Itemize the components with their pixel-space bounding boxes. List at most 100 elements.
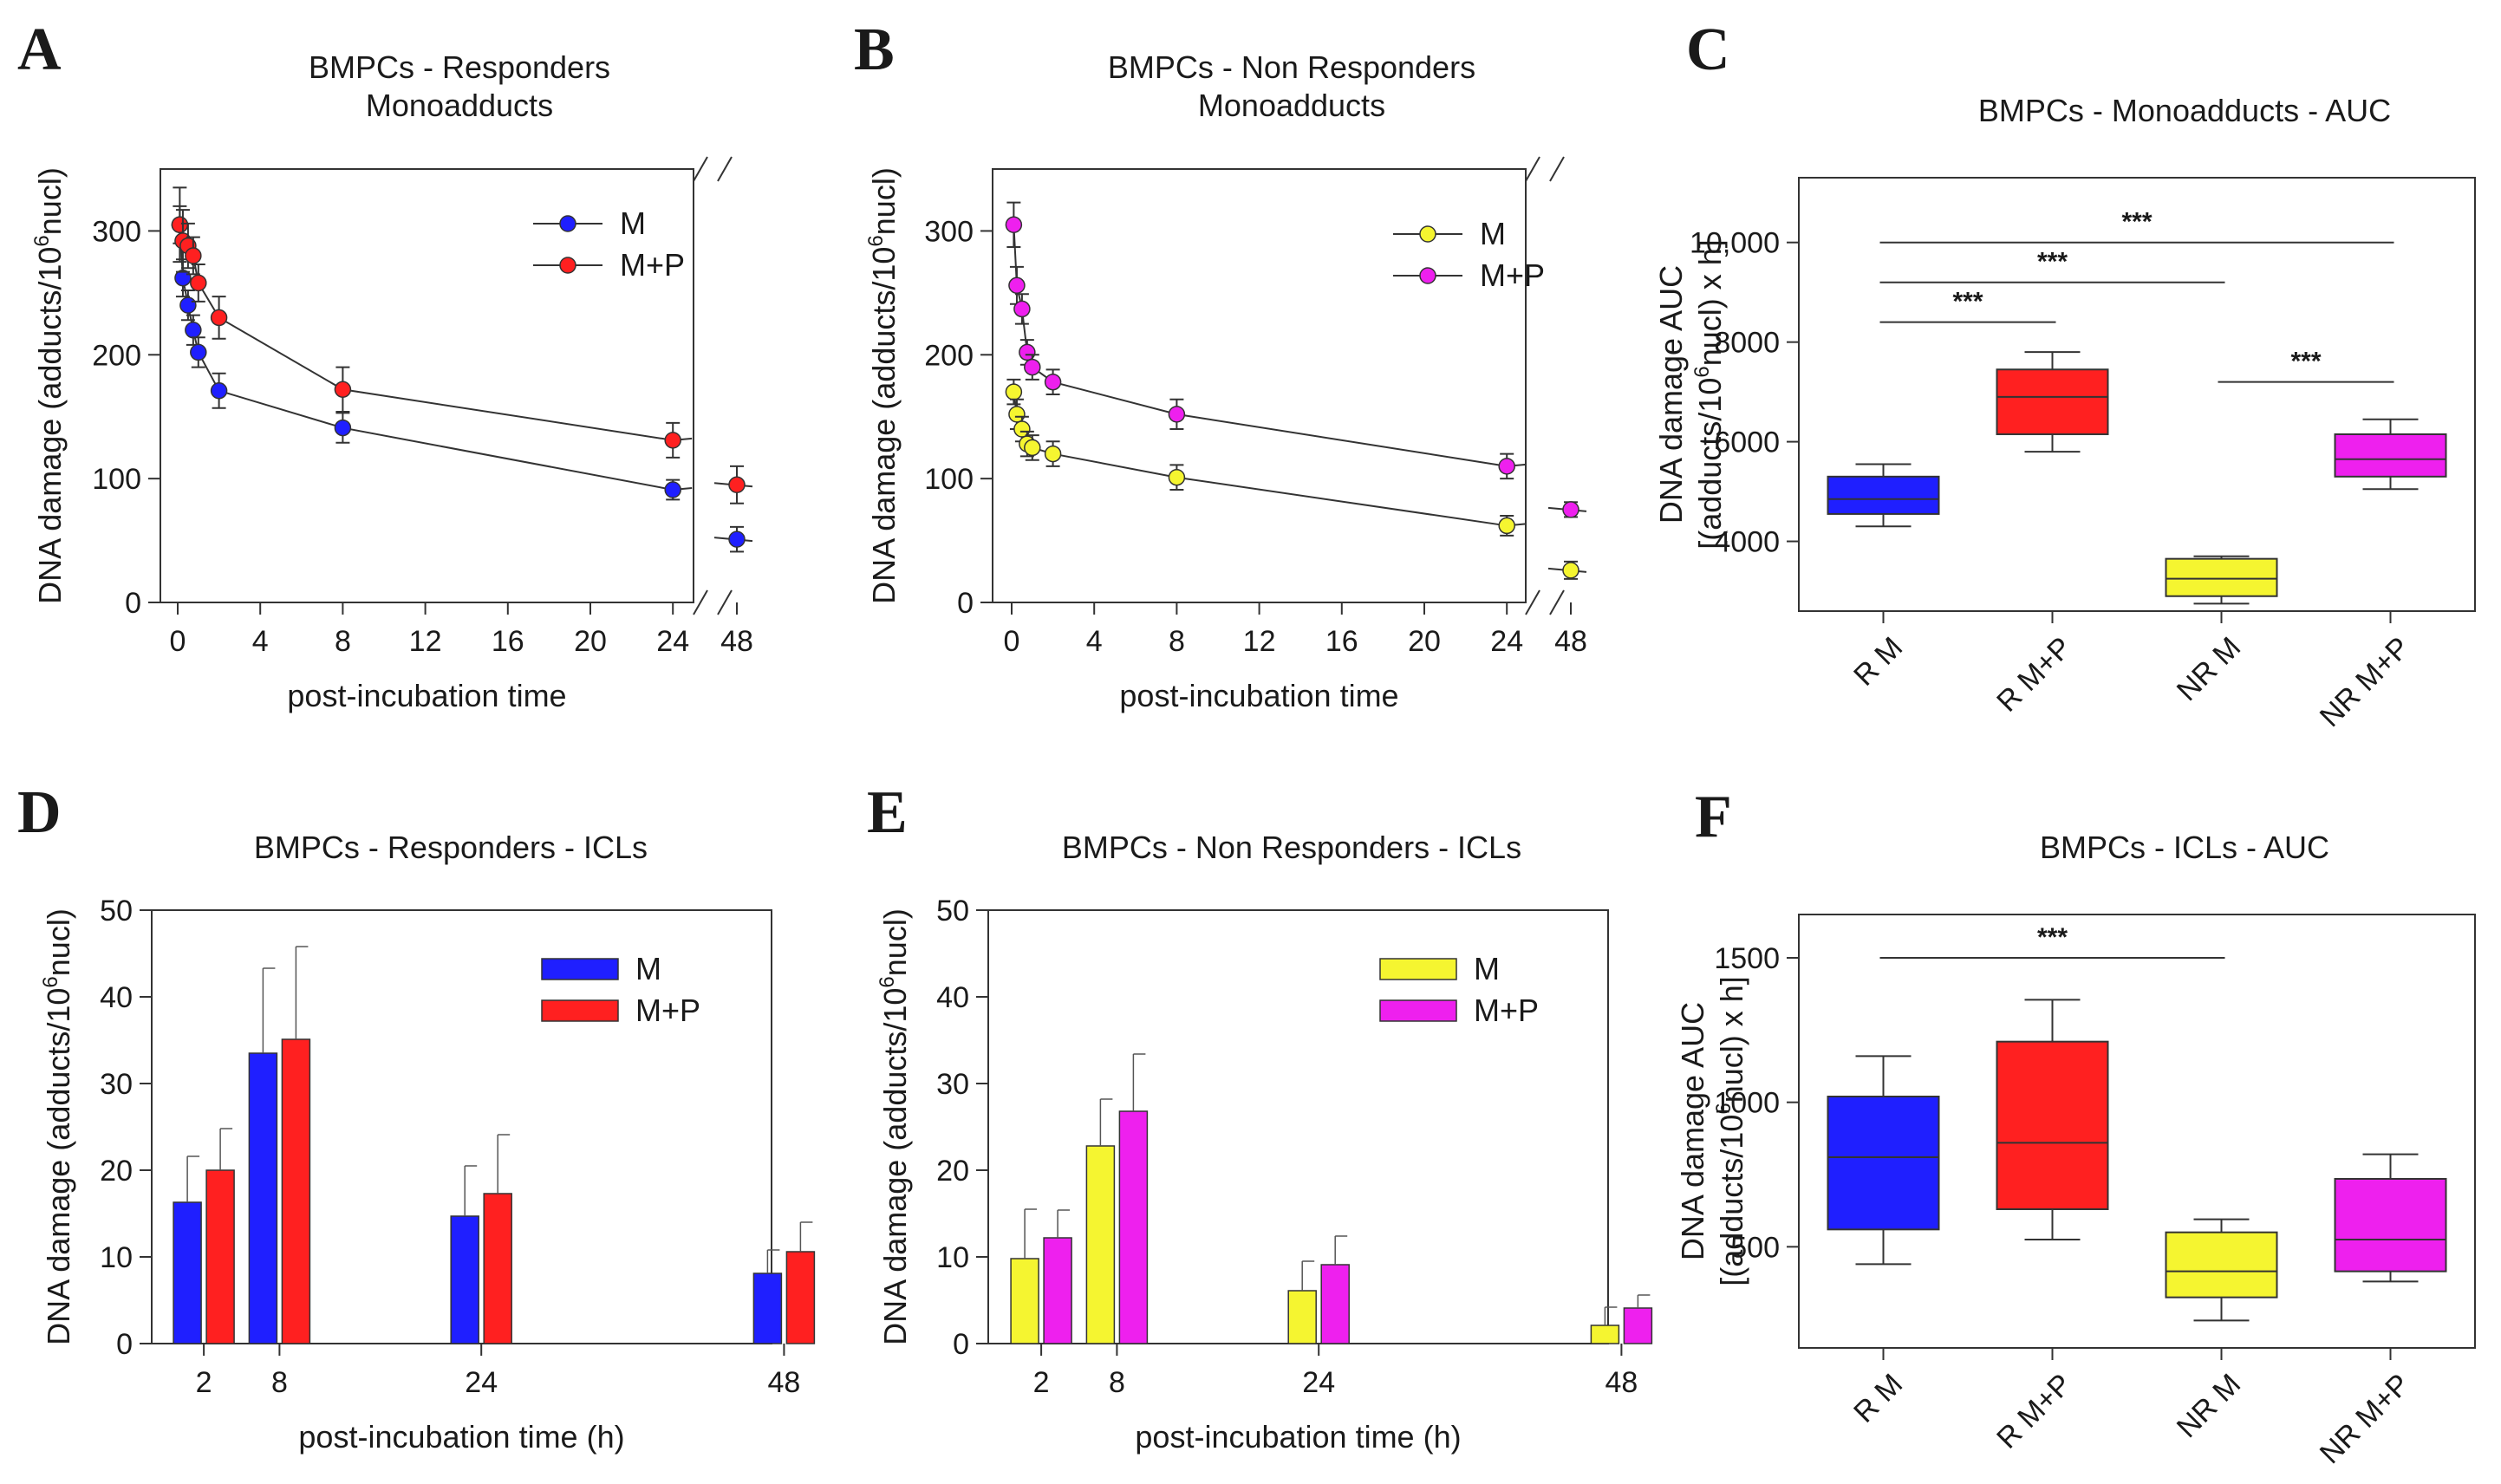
box [2165, 557, 2278, 597]
legend-swatch [541, 999, 619, 1022]
chart-title: Monoadducts [366, 88, 553, 123]
legend-label: M+P [1480, 257, 1545, 293]
data-point [334, 419, 352, 437]
data-point [1498, 458, 1515, 475]
bar [173, 1201, 202, 1344]
significance-label: *** [2037, 248, 2068, 277]
y-tick-label: 30 [100, 1068, 133, 1101]
x-tick-label: 2 [1033, 1366, 1050, 1399]
bar [281, 1038, 311, 1344]
chart-title: BMPCs - Responders [309, 49, 610, 85]
y-tick-label: 4000 [1714, 526, 1780, 559]
data-point [1013, 300, 1031, 318]
data-point [1008, 406, 1026, 423]
x-axis-label: post-incubation time [287, 678, 566, 713]
y-axis-label: [(adducts/106nucl) x h] [1712, 976, 1749, 1286]
box [2334, 1178, 2447, 1272]
chart-title: BMPCs - ICLs - AUC [2040, 830, 2329, 865]
x-tick-label: NR M+P [2314, 631, 2416, 733]
x-tick-label: NR M+P [2314, 1368, 2416, 1470]
y-axis-label: DNA damage (adducts/106nucl) [864, 167, 902, 604]
y-tick-label: 6000 [1714, 426, 1780, 459]
y-tick-label: 200 [92, 339, 141, 372]
x-tick-label: NR M [2171, 631, 2247, 707]
axis-break-mark [717, 156, 733, 182]
panel-d: D BMPCs - Responders - ICLs 0 10 20 30 40 50 2 8 2… [17, 779, 816, 1455]
chart-title: BMPCs - Responders - ICLs [254, 830, 648, 865]
bar [785, 1251, 816, 1344]
x-axis-label: post-incubation time (h) [298, 1419, 624, 1455]
x-tick-label: R M+P [1990, 1368, 2078, 1455]
y-tick-label: 500 [1730, 1231, 1780, 1264]
x-tick-label: 20 [574, 625, 607, 658]
y-tick-label: 50 [100, 895, 133, 928]
data-point [334, 381, 352, 399]
significance-label: *** [2037, 923, 2068, 952]
chart-title: BMPCs - Monoadducts - AUC [1978, 93, 2391, 128]
legend-label: M [635, 951, 661, 986]
panel-f: F BMPCs - ICLs - AUC 500 1000 1500 R M R M+P NR… [1675, 784, 2476, 1470]
x-tick-label: 24 [656, 625, 689, 658]
x-tick-label: 24 [1490, 625, 1523, 658]
data-point [1013, 420, 1031, 438]
axis-break-mark [1525, 589, 1540, 615]
axis-break-mark [1549, 156, 1565, 182]
legend-marker [1419, 225, 1436, 243]
data-point [1005, 383, 1023, 400]
y-tick-label: 20 [100, 1155, 133, 1188]
y-axis-label: DNA damage (adducts/106nucl) [39, 908, 76, 1345]
y-tick-label: 10,000 [1690, 227, 1780, 260]
legend-marker [1419, 267, 1436, 284]
x-tick-label: 20 [1408, 625, 1441, 658]
bar [1590, 1325, 1620, 1344]
bar [1320, 1264, 1350, 1344]
significance-label: *** [2121, 208, 2152, 237]
y-tick-label: 40 [936, 981, 969, 1014]
data-point [664, 432, 681, 449]
data-point [1005, 216, 1023, 234]
legend-marker [559, 215, 576, 232]
significance-label: *** [1952, 288, 1983, 316]
box [2165, 1231, 2278, 1298]
x-tick-label: 0 [170, 625, 186, 658]
chart-title: BMPCs - Non Responders - ICLs [1062, 830, 1521, 865]
panel-a: A BMPCs - RespondersMonoadducts0100200300… [17, 16, 753, 713]
x-tick-label: R M [1847, 631, 1909, 693]
plot-frame [987, 909, 1609, 1344]
y-tick-label: 100 [924, 463, 974, 496]
box [1827, 1096, 1940, 1231]
panel-letter: C [1686, 16, 1730, 83]
y-tick-label: 0 [957, 587, 974, 620]
axis-break-gap [700, 590, 725, 615]
x-tick-label: 24 [1302, 1366, 1335, 1399]
y-tick-label: 0 [953, 1328, 969, 1361]
data-point [179, 296, 197, 314]
axis-break-mark [693, 589, 708, 615]
y-axis-label: DNA damage (adducts/106nucl) [876, 908, 913, 1345]
legend-swatch [1379, 958, 1457, 980]
y-tick-label: 50 [936, 895, 969, 928]
y-tick-label: 30 [936, 1068, 969, 1101]
legend-marker [559, 257, 576, 274]
data-point [728, 476, 746, 494]
data-point [1019, 343, 1036, 361]
legend-label: M+P [1474, 993, 1539, 1028]
legend-label: M+P [635, 993, 700, 1028]
data-point [1024, 439, 1041, 457]
data-point [1168, 468, 1186, 486]
box [1996, 368, 2109, 435]
x-tick-label: 4 [252, 625, 269, 658]
y-tick-label: 20 [936, 1155, 969, 1188]
data-point [171, 216, 189, 234]
data-point [1008, 277, 1026, 295]
y-tick-label: 0 [125, 587, 141, 620]
axis-break-mark [717, 589, 733, 615]
x-tick-label: R M+P [1990, 631, 2078, 719]
x-tick-label: 12 [409, 625, 442, 658]
data-point [1024, 358, 1041, 376]
y-tick-label: 10 [936, 1241, 969, 1274]
x-tick-label: 8 [1109, 1366, 1125, 1399]
x-tick-label: 48 [1605, 1366, 1638, 1399]
panel-letter: F [1695, 784, 1732, 850]
